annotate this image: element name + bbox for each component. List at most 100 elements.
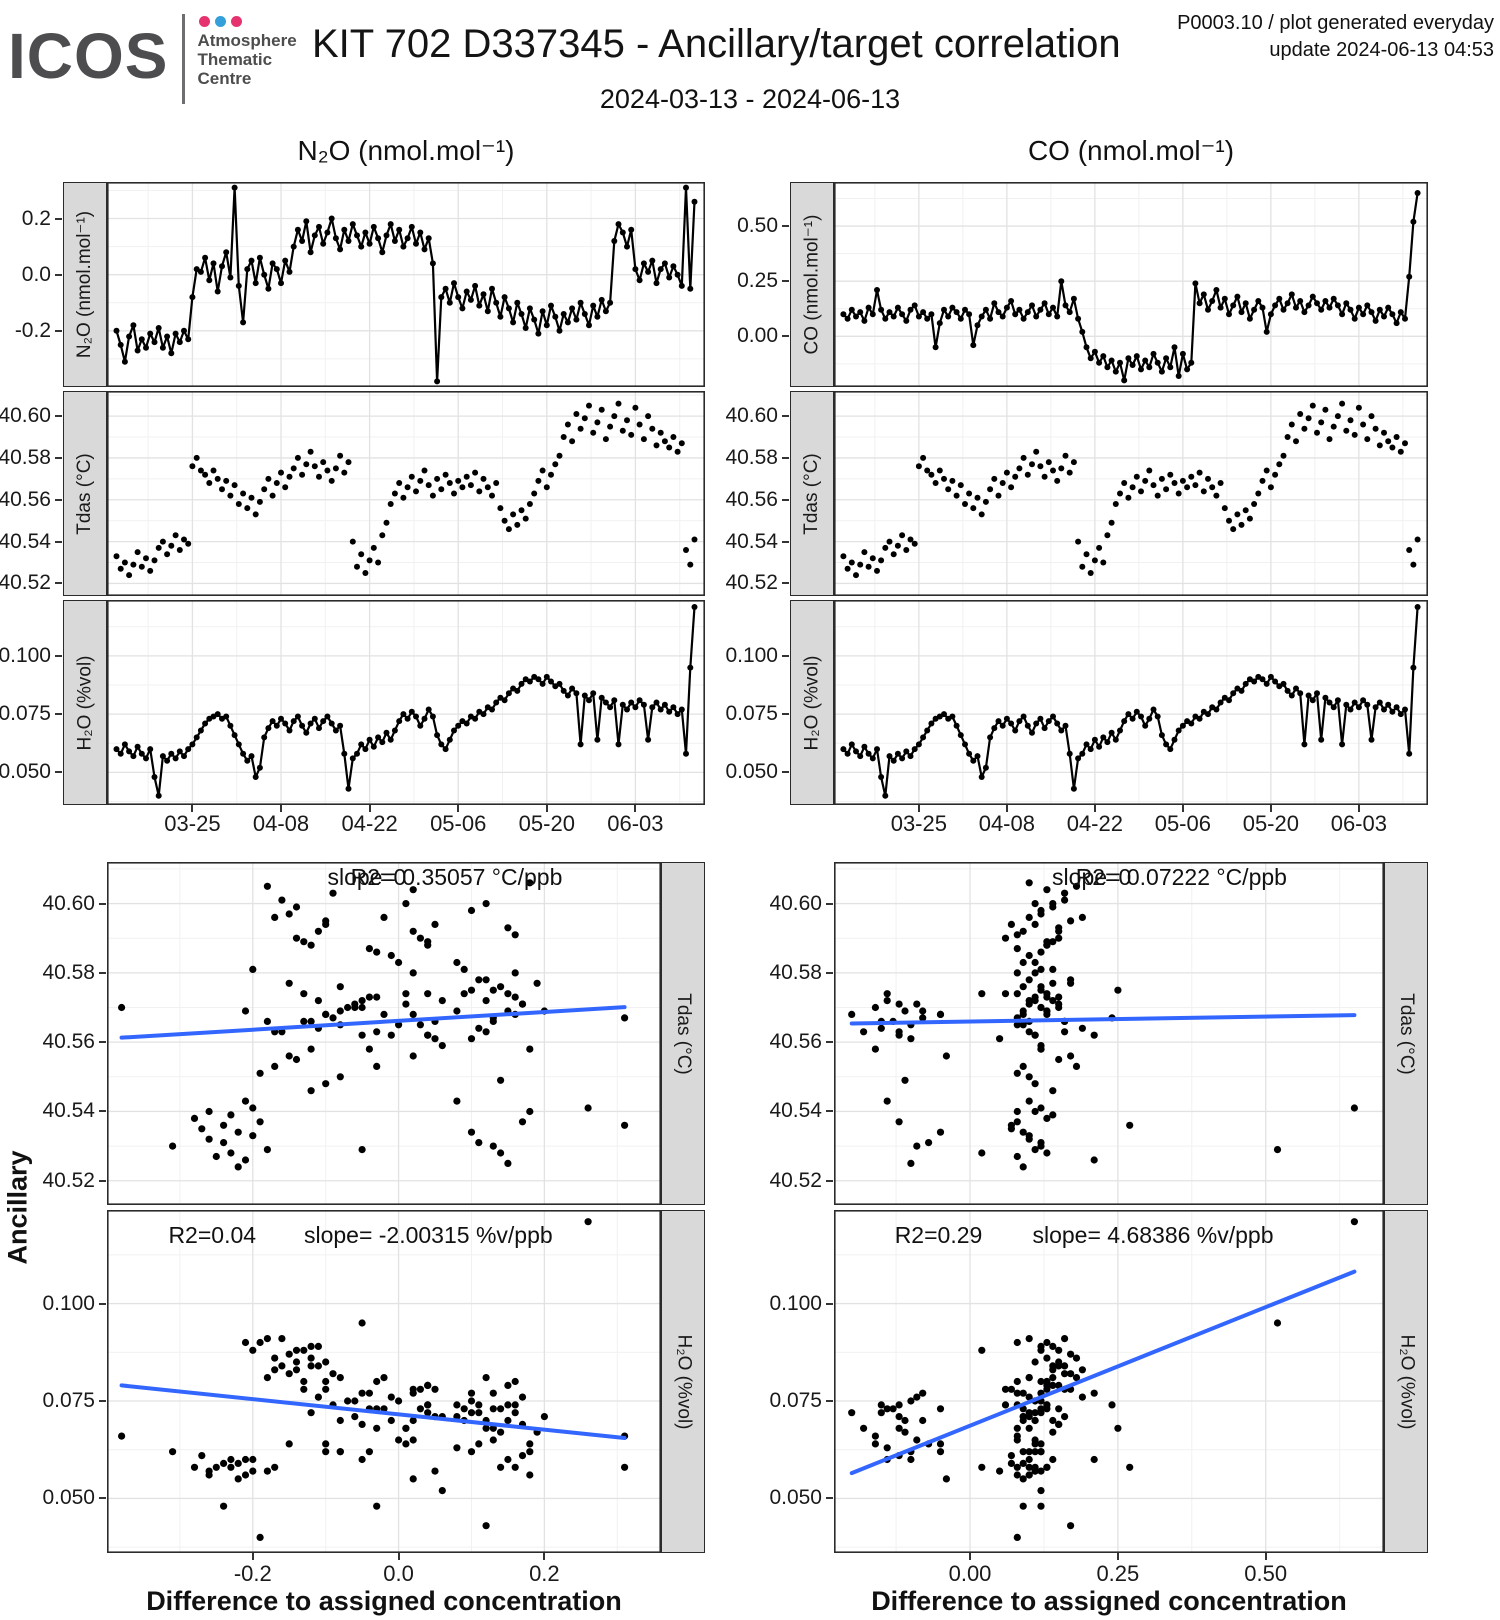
y-tick-label: 40.58	[42, 960, 95, 984]
diff-tick-label: -0.2	[233, 1561, 272, 1586]
slope-annotation: slope= 4.68386 %v/ppb	[1032, 1222, 1274, 1248]
y-tick-label: 40.56	[769, 1030, 822, 1054]
x-tick-mark	[1181, 805, 1184, 812]
y-tick-mark	[99, 1497, 106, 1500]
y-tick-label: 0.100	[42, 1291, 95, 1315]
date-tick-label: 03-25	[164, 811, 221, 836]
y-tick-label: 40.56	[0, 487, 51, 511]
date-tick-label: 04-08	[978, 811, 1035, 836]
y-tick-mark	[55, 415, 62, 418]
slope-annotation: slope= -2.00315 %v/ppb	[303, 1222, 553, 1248]
strip-co-col1-text: CO (nmol.mol⁻¹)	[801, 214, 823, 355]
x-tick-mark	[368, 805, 371, 812]
x-tick-mark	[251, 1553, 254, 1560]
strip-h2o-col1: H₂O (%vol)	[790, 600, 834, 805]
x-tick-mark	[969, 1553, 972, 1560]
y-tick-label: 40.58	[769, 960, 822, 984]
bottom-axis-title-left: Difference to assigned concentration	[146, 1586, 622, 1616]
y-tick-mark	[55, 456, 62, 459]
date-range-subtitle: 2024-03-13 - 2024-06-13	[599, 84, 901, 114]
y-tick-mark	[99, 1179, 106, 1182]
strip-h2o-col0-text: H₂O (%vol)	[74, 655, 95, 750]
ts-panel-co-col1	[834, 182, 1428, 387]
scatter-panel-h2o-vs-co	[834, 1210, 1384, 1553]
x-tick-mark	[1116, 1553, 1119, 1560]
y-tick-label: 40.54	[769, 1099, 822, 1123]
date-tick-label: 06-03	[1330, 811, 1387, 836]
y-tick-mark	[826, 971, 833, 974]
date-tick-label: 04-22	[1066, 811, 1123, 836]
plot-info-line2: update 2024-06-13 04:53	[1269, 39, 1494, 61]
y-tick-label: 40.56	[42, 1030, 95, 1054]
strip-n2o-col0: N₂O (nmol.mol⁻¹)	[63, 182, 107, 387]
y-tick-label: 40.60	[0, 404, 51, 428]
y-tick-label: 0.50	[737, 214, 778, 238]
strip-tdas-col0: Tdas (°C)	[63, 391, 107, 596]
strip-co-col1: CO (nmol.mol⁻¹)	[790, 182, 834, 387]
plot-info: P0003.10 / plot generated everyday updat…	[1177, 10, 1494, 64]
scatter-panel-tdas-vs-co	[834, 862, 1384, 1205]
date-tick-label: 04-08	[252, 811, 310, 836]
date-tick-label: 05-20	[1242, 811, 1299, 836]
x-tick-mark	[543, 1553, 546, 1560]
y-tick-label: 0.075	[725, 702, 778, 726]
logo-sub-line: Centre	[197, 69, 252, 88]
strip-h2o-col1-text: H₂O (%vol)	[801, 655, 822, 750]
logo-sub-line: Thematic	[197, 50, 273, 69]
y-tick-label: 40.52	[725, 571, 778, 595]
diff-tick-label: 0.50	[1244, 1561, 1288, 1586]
slope-annotation: slope= 0.35057 °C/ppb	[327, 864, 563, 890]
y-tick-mark	[826, 1110, 833, 1113]
x-tick-mark	[1005, 805, 1008, 812]
strip-scatter-tdas-col0: Tdas (°C)	[661, 862, 705, 1205]
logo-dot	[231, 16, 243, 27]
strip-scatter-tdas-col1: Tdas (°C)	[1384, 862, 1428, 1205]
y-tick-mark	[55, 498, 62, 501]
ts-panel-tdas-col1	[834, 391, 1428, 596]
page-title: KIT 702 D337345 - Ancillary/target corre…	[312, 22, 1121, 66]
diff-tick-label: 0.2	[529, 1561, 560, 1586]
y-tick-label: 40.60	[725, 404, 778, 428]
y-tick-mark	[782, 335, 789, 338]
logo-dot	[199, 16, 211, 27]
y-tick-mark	[826, 902, 833, 905]
slope-annotation: slope= 0.07222 °C/ppb	[1052, 864, 1287, 890]
y-tick-label: 0.050	[0, 760, 51, 784]
y-tick-mark	[782, 582, 789, 585]
y-tick-mark	[782, 415, 789, 418]
y-tick-label: 0.050	[769, 1486, 822, 1510]
strip-scatter-tdas-col0-text: Tdas (°C)	[673, 992, 694, 1075]
y-tick-mark	[99, 1110, 106, 1113]
y-tick-mark	[99, 902, 106, 905]
y-tick-mark	[55, 713, 62, 716]
column-title-co: CO (nmol.mol⁻¹)	[1027, 135, 1235, 166]
scatter-panel-tdas-vs-n2o	[107, 862, 661, 1205]
y-tick-label: 0.075	[769, 1388, 822, 1412]
ts-panel-tdas-col0	[107, 391, 705, 596]
y-tick-label: 0.075	[0, 702, 51, 726]
y-tick-mark	[99, 1302, 106, 1305]
strip-scatter-tdas-col1-text: Tdas (°C)	[1396, 992, 1417, 1075]
y-tick-label: 40.58	[0, 445, 51, 469]
y-tick-mark	[99, 1041, 106, 1044]
y-tick-label: 40.52	[769, 1168, 822, 1192]
x-tick-mark	[1357, 805, 1360, 812]
strip-scatter-h2o-col0-text: H₂O (%vol)	[673, 1334, 694, 1429]
y-tick-mark	[782, 498, 789, 501]
date-tick-label: 06-03	[607, 811, 664, 836]
date-tick-label: 05-06	[1154, 811, 1211, 836]
y-tick-mark	[55, 654, 62, 657]
diff-tick-label: 0.00	[948, 1561, 992, 1586]
date-tick-label: 04-22	[341, 811, 398, 836]
column-title-n2o: N₂O (nmol.mol⁻¹)	[297, 135, 515, 166]
y-tick-label: 0.00	[737, 324, 778, 348]
y-tick-mark	[55, 329, 62, 332]
x-tick-mark	[917, 805, 920, 812]
bottom-axis-title-right: Difference to assigned concentration	[871, 1586, 1347, 1616]
y-tick-mark	[782, 225, 789, 228]
x-tick-mark	[1269, 805, 1272, 812]
scatter-panel-h2o-vs-n2o	[107, 1210, 661, 1553]
strip-n2o-col0-text: N₂O (nmol.mol⁻¹)	[74, 210, 96, 359]
y-tick-mark	[782, 654, 789, 657]
